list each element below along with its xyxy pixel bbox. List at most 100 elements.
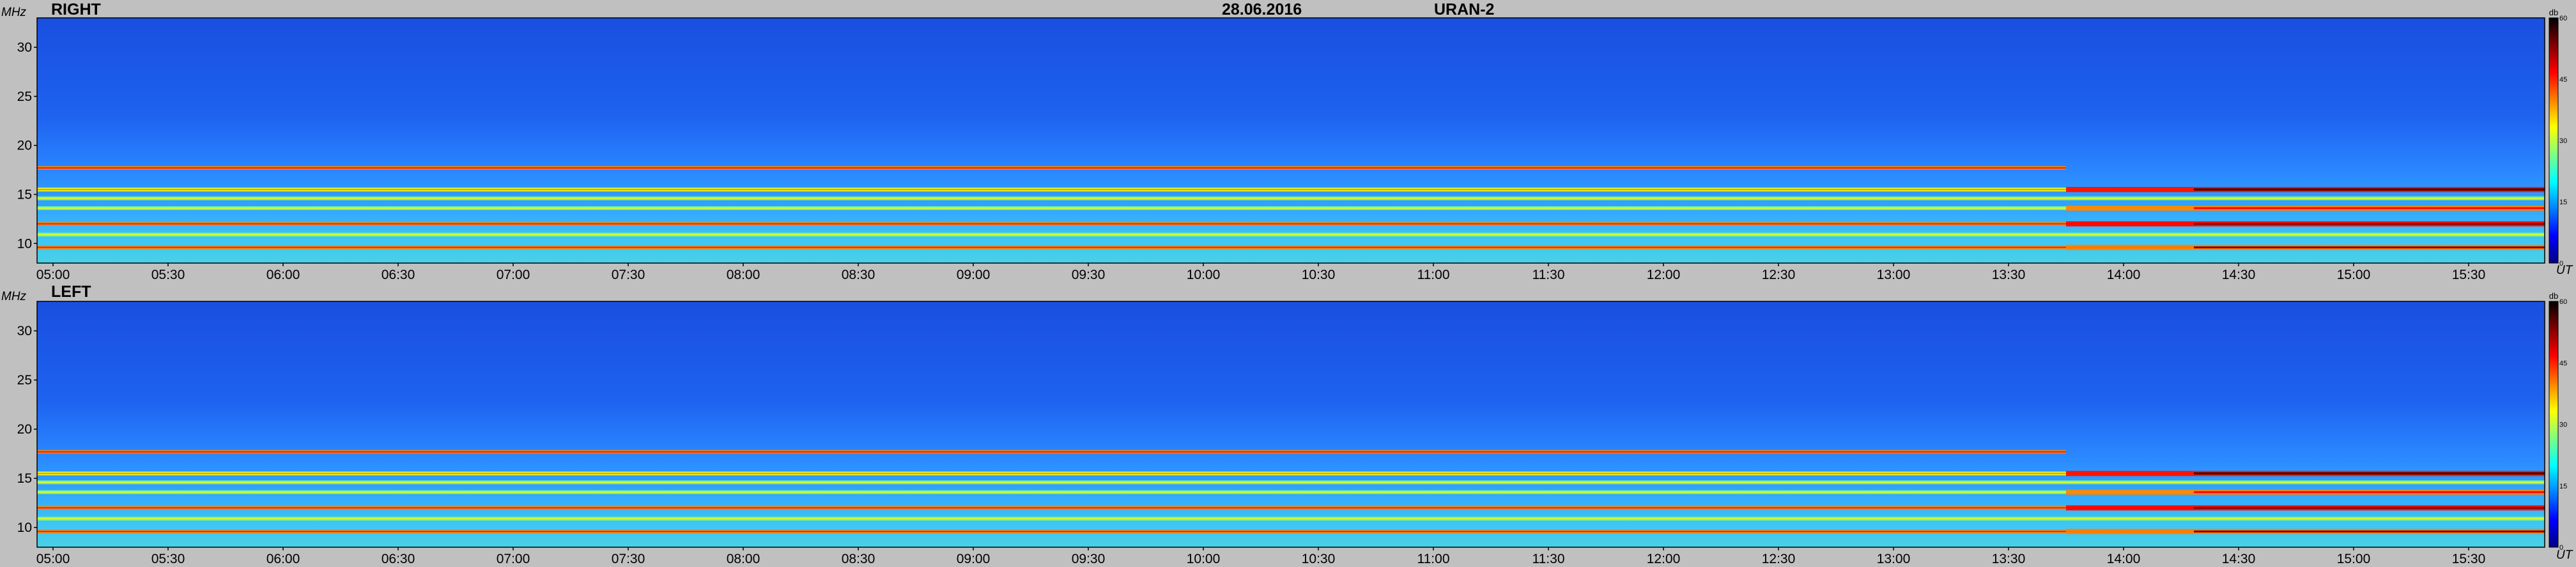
x-tick-label: 15:00: [2337, 552, 2371, 566]
emission-band-core: [37, 167, 2066, 169]
y-unit-label-left: MHz: [1, 290, 27, 303]
emission-band-core: [37, 518, 2545, 520]
colorbar-tick-label: 30: [2559, 421, 2567, 429]
x-tick-label: 09:00: [957, 268, 991, 282]
x-tick-label: 15:30: [2452, 552, 2486, 566]
colorbar-unit-label: db: [2549, 291, 2558, 301]
x-tick-label: 06:30: [382, 552, 415, 566]
x-tick-label: 11:00: [1417, 268, 1450, 282]
emission-band-core: [37, 451, 2066, 453]
colorbar-tick-label: 0: [2559, 260, 2563, 268]
x-tick-label: 13:30: [1992, 268, 2026, 282]
colorbar-tick-label: 15: [2559, 199, 2567, 206]
x-unit-label-left: UT: [2556, 548, 2573, 562]
x-tick-label: 12:30: [1762, 552, 1796, 566]
y-tick-label: 15: [17, 471, 32, 486]
y-unit-label-right: MHz: [1, 6, 27, 19]
x-tick-label: 07:00: [497, 552, 530, 566]
x-tick-label: 08:00: [727, 268, 760, 282]
colorbar-tick-label: 15: [2559, 483, 2567, 490]
x-tick-label: 12:00: [1647, 268, 1681, 282]
colorbar-tick-label: 0: [2559, 544, 2563, 552]
x-tick-label: 05:30: [151, 268, 185, 282]
panel-title-right: RIGHT: [51, 1, 101, 19]
strong-emission-core: [2194, 188, 2545, 191]
emission-band-core: [37, 481, 2545, 483]
x-tick-label: 05:30: [151, 552, 185, 566]
plot-frame: [36, 17, 2545, 264]
strong-emission-core: [2194, 530, 2545, 533]
x-tick-label: 12:00: [1647, 552, 1681, 566]
emission-band-core: [37, 531, 2545, 533]
x-tick-label: 09:30: [1072, 552, 1106, 566]
x-tick-label: 14:00: [2107, 552, 2141, 566]
x-tick-label: 14:00: [2107, 268, 2141, 282]
x-tick-label: 10:00: [1187, 268, 1221, 282]
y-tick-label: 10: [17, 236, 32, 251]
y-tick-label: 20: [17, 422, 32, 437]
x-tick-label: 13:00: [1877, 268, 1911, 282]
x-tick-label: 05:00: [36, 268, 70, 282]
y-tick-label: 15: [17, 187, 32, 202]
y-tick-label: 25: [17, 89, 32, 104]
colorbar-tick-label: 45: [2559, 359, 2567, 367]
x-tick-label: 14:30: [2222, 268, 2256, 282]
colorbar-unit-label: db: [2549, 8, 2558, 17]
emission-band-core: [37, 223, 2545, 225]
colorbar: [2549, 17, 2559, 264]
x-tick-label: 15:30: [2452, 268, 2486, 282]
spectrogram-panel-left: 10 15 20 25 30 05:00 05:30 06:00 06:30 07:00 07:30…: [17, 291, 2568, 566]
colorbar-tick-label: 60: [2559, 15, 2567, 22]
x-tick-label: 08:30: [842, 268, 875, 282]
x-tick-label: 07:00: [497, 268, 530, 282]
emission-band-core: [37, 197, 2545, 199]
emission-band-core: [37, 491, 2545, 493]
x-tick-label: 11:30: [1532, 268, 1565, 282]
y-tick-label: 30: [17, 40, 32, 55]
x-tick-label: 10:30: [1302, 268, 1336, 282]
x-tick-label: 07:30: [612, 552, 645, 566]
x-tick-label: 13:00: [1877, 552, 1911, 566]
x-tick-label: 11:30: [1532, 552, 1565, 566]
colorbar-tick-label: 45: [2559, 76, 2567, 84]
strong-emission-core: [2194, 223, 2545, 225]
x-tick-label: 15:00: [2337, 268, 2371, 282]
emission-band-core: [37, 208, 2545, 209]
emission-band-core: [37, 189, 2545, 190]
x-tick-label: 09:30: [1072, 268, 1106, 282]
colorbar-tick-label: 30: [2559, 137, 2567, 145]
instrument-label: URAN-2: [1434, 1, 1495, 19]
x-tick-label: 12:30: [1762, 268, 1796, 282]
emission-band-core: [37, 246, 2545, 248]
emission-band-core: [37, 507, 2545, 509]
x-unit-label-right: UT: [2556, 264, 2573, 277]
y-tick-label: 10: [17, 520, 32, 535]
plot-frame: [36, 301, 2545, 548]
strong-emission-core: [2194, 506, 2545, 509]
strong-emission-core: [2194, 491, 2545, 494]
x-tick-label: 08:30: [842, 552, 875, 566]
x-tick-label: 06:00: [266, 552, 300, 566]
y-tick-label: 25: [17, 373, 32, 388]
strong-emission-core: [2194, 207, 2545, 209]
strong-emission-core: [2194, 246, 2545, 248]
panel-title-left: LEFT: [51, 283, 91, 301]
x-tick-label: 05:00: [36, 552, 70, 566]
x-tick-label: 10:00: [1187, 552, 1221, 566]
x-tick-label: 08:00: [727, 552, 760, 566]
x-tick-label: 09:00: [957, 552, 991, 566]
spectrogram-panel-right: 10 15 20 25 30 05:00 05:30 06:00 06:30 07:00 07:30…: [17, 8, 2568, 282]
x-tick-label: 14:30: [2222, 552, 2256, 566]
strong-emission-core: [2194, 472, 2545, 474]
x-tick-label: 07:30: [612, 268, 645, 282]
x-tick-label: 06:30: [382, 268, 415, 282]
colorbar-tick-label: 60: [2559, 298, 2567, 306]
x-tick-label: 10:30: [1302, 552, 1336, 566]
date-label: 28.06.2016: [1222, 1, 1302, 19]
colorbar: [2549, 301, 2559, 548]
x-tick-label: 11:00: [1417, 552, 1450, 566]
y-tick-label: 20: [17, 139, 32, 153]
x-tick-label: 13:30: [1992, 552, 2026, 566]
x-tick-label: 06:00: [266, 268, 300, 282]
